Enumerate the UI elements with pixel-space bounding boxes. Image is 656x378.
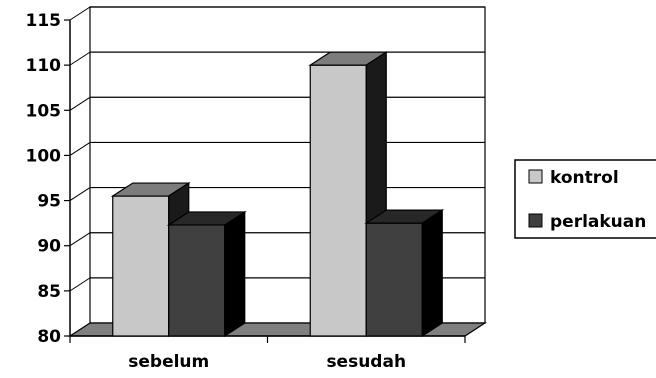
legend-swatch-perlakuan: [528, 213, 543, 228]
legend-label-kontrol: kontrol: [550, 168, 619, 188]
y-tick-label: 95: [37, 192, 61, 212]
side-wall-gridline: [69, 6, 91, 21]
y-tick-label: 80: [37, 327, 61, 347]
side-wall-gridline: [69, 96, 91, 111]
y-tick-label: 85: [37, 282, 61, 302]
bar-front: [112, 195, 170, 337]
y-tick-labels: 80 85 90 95 100 105 110 115: [26, 11, 62, 347]
bar-side: [224, 210, 246, 338]
y-tick-label: 115: [26, 11, 62, 31]
x-tick-label: sebelum: [128, 352, 209, 372]
y-tick-label: 100: [26, 146, 62, 166]
bar-side: [421, 209, 443, 338]
bar-front: [365, 222, 423, 337]
side-wall-gridline: [69, 142, 91, 156]
bars: [110, 51, 445, 338]
legend-swatch-kontrol: [528, 169, 543, 184]
y-tick-label: 90: [37, 237, 61, 257]
side-wall-gridline: [69, 277, 91, 292]
x-tick-labels: sebelum sesudah: [128, 352, 406, 372]
bar-perlakuan-sebelum: [166, 210, 247, 338]
x-tick-label: sesudah: [326, 352, 406, 372]
side-wall-gridline: [69, 51, 91, 66]
side-wall-gridline: [69, 232, 91, 247]
side-wall-gridline: [69, 187, 91, 201]
legend-label-perlakuan: perlakuan: [550, 212, 646, 232]
bar-perlakuan-sesudah: [364, 209, 445, 338]
bar-front: [309, 64, 367, 337]
y-tick-label: 110: [26, 56, 62, 76]
legend: kontrol perlakuan: [514, 159, 656, 239]
y-tick-label: 105: [26, 101, 62, 121]
bar-front: [168, 224, 226, 337]
